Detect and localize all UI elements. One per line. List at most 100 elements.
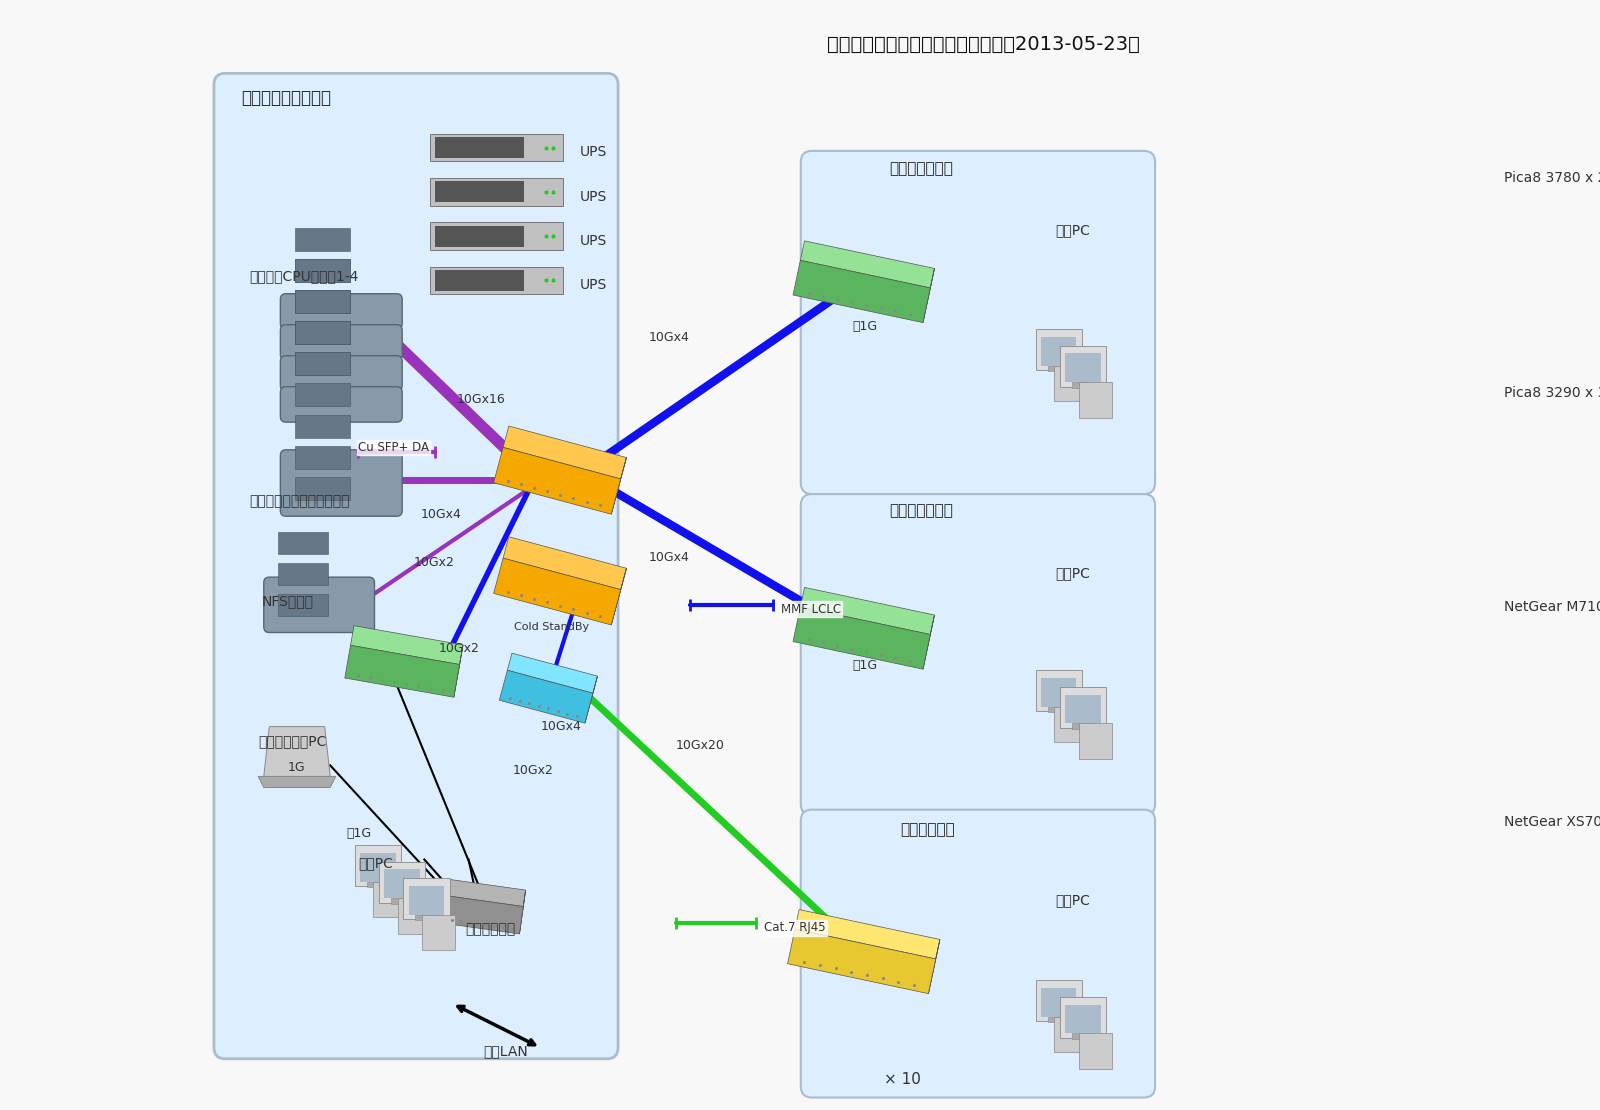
- Text: Pica8 3780 x 2: Pica8 3780 x 2: [1504, 171, 1600, 185]
- Polygon shape: [923, 615, 934, 669]
- FancyBboxPatch shape: [435, 225, 523, 246]
- FancyBboxPatch shape: [435, 137, 523, 158]
- Polygon shape: [494, 447, 621, 514]
- FancyBboxPatch shape: [430, 178, 563, 205]
- FancyBboxPatch shape: [360, 852, 395, 881]
- Polygon shape: [520, 890, 526, 934]
- Polygon shape: [800, 587, 934, 635]
- FancyBboxPatch shape: [1066, 353, 1101, 382]
- FancyBboxPatch shape: [373, 881, 406, 917]
- Text: 10Gx4: 10Gx4: [541, 720, 581, 733]
- FancyBboxPatch shape: [280, 355, 402, 391]
- FancyBboxPatch shape: [1048, 707, 1070, 713]
- FancyBboxPatch shape: [800, 151, 1155, 494]
- Text: 情報工学科クラウド実習システム（2013-05-23）: 情報工学科クラウド実習システム（2013-05-23）: [827, 34, 1139, 53]
- Text: 学内LAN: 学内LAN: [483, 1045, 528, 1059]
- Polygon shape: [1394, 798, 1493, 848]
- FancyBboxPatch shape: [294, 322, 350, 343]
- Polygon shape: [507, 653, 597, 694]
- Text: 10Gx2: 10Gx2: [438, 643, 480, 655]
- FancyBboxPatch shape: [435, 270, 523, 291]
- FancyBboxPatch shape: [294, 260, 350, 282]
- FancyBboxPatch shape: [1066, 1005, 1101, 1033]
- Polygon shape: [350, 626, 462, 665]
- Text: 10Gx20: 10Gx20: [675, 739, 725, 751]
- FancyBboxPatch shape: [280, 325, 402, 360]
- FancyBboxPatch shape: [1072, 724, 1094, 729]
- Text: 情報処理実験室: 情報処理実験室: [890, 161, 954, 176]
- Text: NetGear M7100-24X: NetGear M7100-24X: [1504, 601, 1600, 615]
- Polygon shape: [611, 568, 627, 625]
- Text: 各1G: 各1G: [347, 827, 371, 840]
- FancyBboxPatch shape: [294, 352, 350, 374]
- Polygon shape: [611, 457, 627, 514]
- Text: NetGear XS708E x 16: NetGear XS708E x 16: [1504, 815, 1600, 829]
- Text: 10Gx4: 10Gx4: [650, 551, 690, 564]
- FancyBboxPatch shape: [355, 845, 402, 886]
- FancyBboxPatch shape: [379, 861, 426, 902]
- Text: 既設PC: 既設PC: [1056, 223, 1090, 236]
- Polygon shape: [1486, 585, 1496, 633]
- FancyBboxPatch shape: [800, 809, 1155, 1098]
- FancyBboxPatch shape: [1054, 707, 1088, 743]
- Text: 10Gx4: 10Gx4: [650, 331, 690, 344]
- Polygon shape: [499, 670, 594, 723]
- Text: Cu SFP+ DA: Cu SFP+ DA: [358, 441, 429, 454]
- Polygon shape: [1400, 780, 1496, 818]
- Text: 10Gx16: 10Gx16: [456, 393, 506, 406]
- Polygon shape: [1394, 153, 1493, 203]
- Polygon shape: [923, 269, 934, 323]
- Text: UPS: UPS: [579, 145, 606, 160]
- Text: × 10: × 10: [883, 1072, 920, 1088]
- FancyBboxPatch shape: [1078, 1033, 1112, 1069]
- Polygon shape: [264, 727, 330, 776]
- FancyBboxPatch shape: [800, 494, 1155, 815]
- FancyBboxPatch shape: [294, 322, 350, 343]
- Polygon shape: [1400, 566, 1496, 603]
- Text: 10Gx4: 10Gx4: [421, 508, 462, 522]
- FancyBboxPatch shape: [398, 898, 430, 934]
- Polygon shape: [928, 939, 939, 993]
- Text: 既設スイッチ: 既設スイッチ: [466, 922, 515, 937]
- FancyBboxPatch shape: [280, 294, 402, 330]
- Text: 10Gx2: 10Gx2: [413, 556, 454, 569]
- FancyBboxPatch shape: [280, 386, 402, 422]
- Text: 既設PC: 既設PC: [1056, 892, 1090, 907]
- Polygon shape: [502, 426, 627, 478]
- Text: MMF LCLC: MMF LCLC: [781, 603, 842, 616]
- Polygon shape: [794, 607, 930, 669]
- Text: Cat.7 RJ45: Cat.7 RJ45: [765, 921, 826, 935]
- FancyBboxPatch shape: [1048, 365, 1070, 371]
- FancyBboxPatch shape: [1042, 988, 1077, 1017]
- FancyBboxPatch shape: [1035, 670, 1082, 712]
- FancyBboxPatch shape: [1048, 1017, 1070, 1022]
- FancyBboxPatch shape: [278, 594, 328, 616]
- FancyBboxPatch shape: [1072, 1033, 1094, 1039]
- Polygon shape: [800, 241, 934, 287]
- FancyBboxPatch shape: [403, 878, 450, 919]
- Polygon shape: [494, 558, 621, 625]
- FancyBboxPatch shape: [294, 229, 350, 251]
- Text: 10Gx2: 10Gx2: [514, 764, 554, 777]
- Text: 応用情報処理実験室: 応用情報処理実験室: [242, 89, 331, 108]
- FancyBboxPatch shape: [430, 222, 563, 250]
- Text: 1G: 1G: [288, 761, 306, 774]
- Polygon shape: [454, 645, 462, 697]
- FancyBboxPatch shape: [1059, 997, 1106, 1038]
- Polygon shape: [258, 776, 336, 787]
- Polygon shape: [787, 929, 936, 993]
- FancyBboxPatch shape: [390, 898, 413, 904]
- Polygon shape: [1400, 137, 1496, 173]
- Text: 各卒研実験室: 各卒研実験室: [901, 823, 955, 837]
- FancyBboxPatch shape: [214, 73, 618, 1059]
- FancyBboxPatch shape: [278, 563, 328, 585]
- Text: クラウドCPUサーバ1-4: クラウドCPUサーバ1-4: [250, 270, 358, 283]
- FancyBboxPatch shape: [294, 291, 350, 313]
- FancyBboxPatch shape: [1035, 330, 1082, 370]
- FancyBboxPatch shape: [294, 477, 350, 500]
- FancyBboxPatch shape: [1042, 678, 1077, 707]
- FancyBboxPatch shape: [294, 260, 350, 282]
- Text: NFSサーバ: NFSサーバ: [261, 594, 314, 608]
- Polygon shape: [1394, 583, 1493, 633]
- Polygon shape: [344, 645, 459, 697]
